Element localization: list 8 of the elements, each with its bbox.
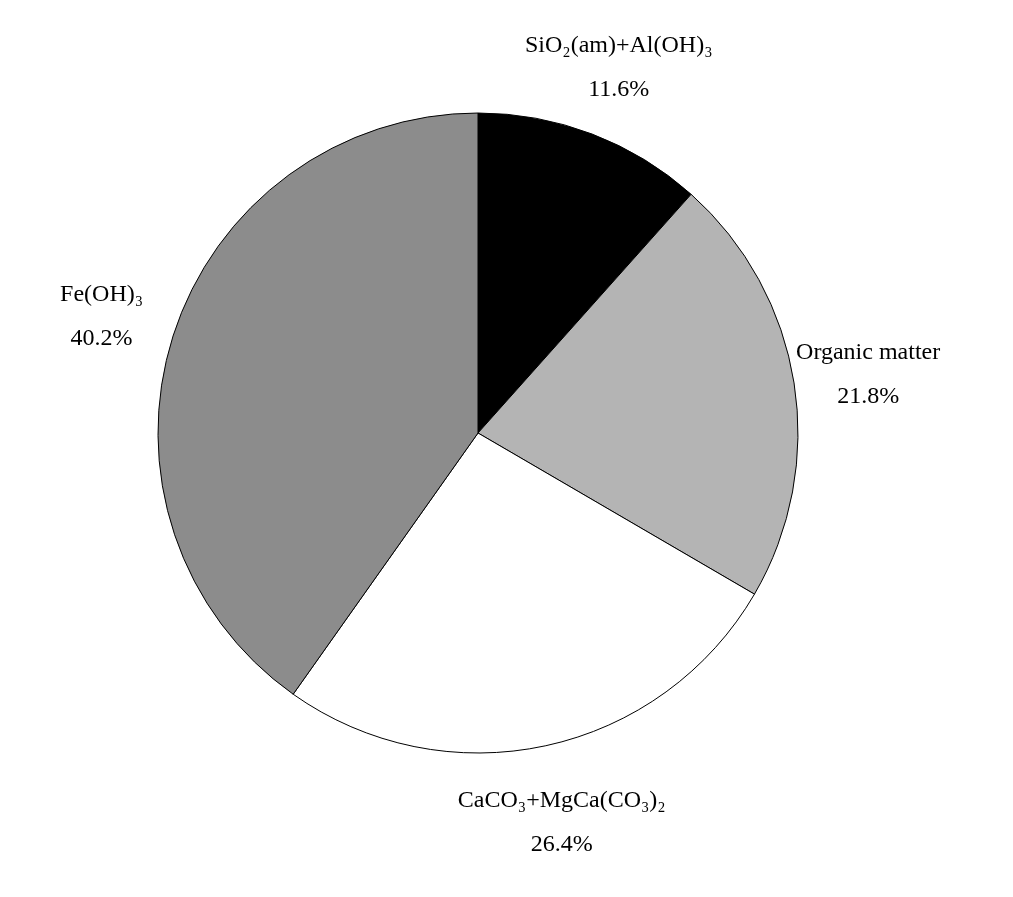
- data-label: 26.4%: [530, 830, 593, 857]
- data-label: 40.2%: [70, 324, 133, 351]
- slice-label: CaCO₃+MgCa(CO₃)₂: [457, 786, 666, 813]
- data-label: 21.8%: [837, 382, 900, 409]
- slice-label: Fe(OH)₃: [60, 280, 144, 307]
- slice-label: Organic matter: [796, 338, 941, 365]
- data-label: 11.6%: [588, 74, 650, 101]
- slice-label: SiO₂(am)+Al(OH)₃: [524, 30, 713, 57]
